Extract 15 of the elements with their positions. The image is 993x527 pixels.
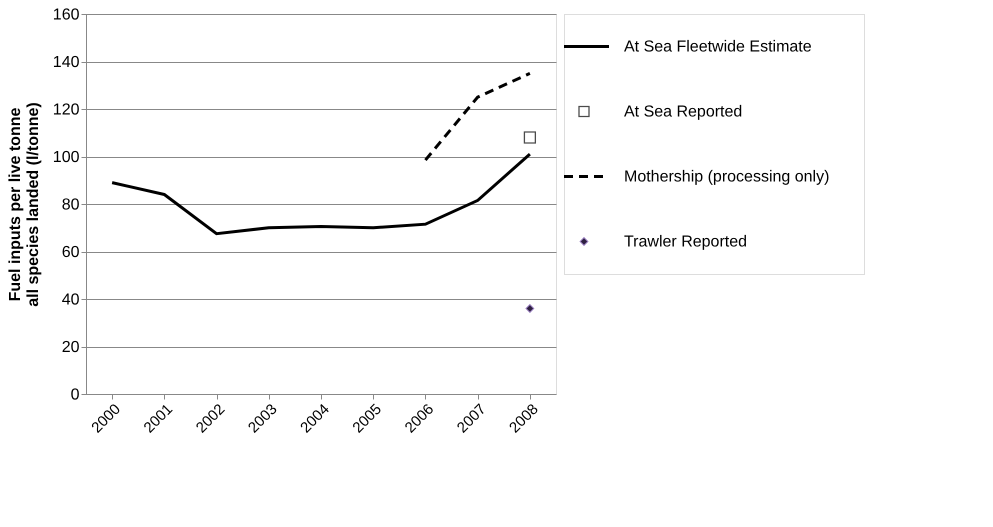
y-axis-title: Fuel inputs per live tonne all species landed (l/tonne) — [6, 102, 42, 307]
y-tick-label: 0 — [70, 386, 80, 404]
y-tick-label: 40 — [62, 292, 80, 308]
legend-label: Trawler Reported — [624, 234, 748, 250]
y-tick-label: 100 — [52, 149, 80, 166]
y-tick-label: 20 — [62, 339, 80, 356]
y-tick-label: 80 — [62, 196, 80, 214]
legend-label: Mothership (processing only) — [624, 168, 830, 186]
legend-label: At Sea Fleetwide Estimate — [624, 38, 812, 56]
y-tick-label: 140 — [52, 54, 80, 71]
y-tick-label: 160 — [52, 6, 80, 24]
y-tick-label: 120 — [52, 102, 80, 118]
line-series — [110, 152, 532, 236]
legend-label: At Sea Reported — [624, 104, 742, 120]
y-tick-label: 60 — [62, 244, 80, 261]
